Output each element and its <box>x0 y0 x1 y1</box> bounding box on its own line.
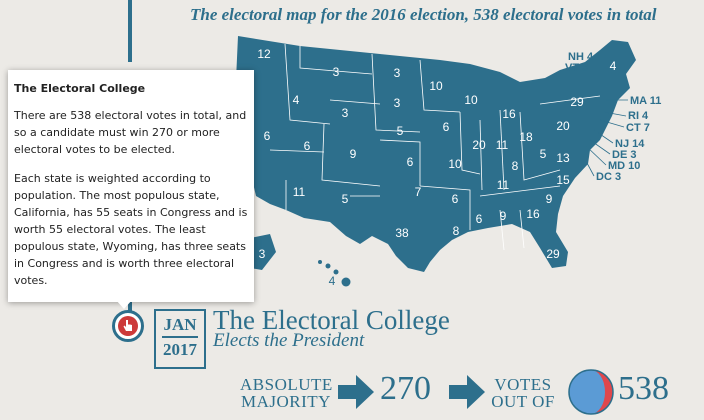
state-label-sc: 9 <box>546 192 553 206</box>
state-label-va: 13 <box>556 151 570 165</box>
absolute-majority-line1: ABSOLUTE <box>240 375 333 394</box>
tooltip-paragraph-2: Each state is weighted according to popu… <box>14 172 248 287</box>
state-label-ne: 5 <box>397 124 404 138</box>
state-label-hi: 4 <box>329 274 336 288</box>
state-label-tx: 38 <box>395 226 409 240</box>
northeast-leader-lines <box>579 99 628 177</box>
state-label-ms: 6 <box>476 212 483 226</box>
state-label-ny: 29 <box>570 95 584 109</box>
label-md: MD 10 <box>608 160 640 172</box>
map-title: The electoral map for the 2016 election,… <box>190 5 657 24</box>
label-de: DE 3 <box>612 149 636 161</box>
state-label-wv: 5 <box>540 147 547 161</box>
state-label-co: 9 <box>350 147 357 161</box>
state-label-oh: 18 <box>519 130 533 144</box>
state-label-ga: 16 <box>526 207 540 221</box>
electoral-college-tooltip: The Electoral College There are 538 elec… <box>8 70 254 302</box>
majority-value: 270 <box>380 370 431 407</box>
state-label-nv: 6 <box>264 129 271 143</box>
state-label-ok: 7 <box>415 185 422 199</box>
state-borders <box>269 43 601 251</box>
state-label-mn: 10 <box>429 79 443 93</box>
state-label-az: 11 <box>293 185 306 199</box>
state-label-id: 4 <box>293 93 300 107</box>
state-label-me: 4 <box>610 59 617 73</box>
state-label-wy: 3 <box>342 106 349 120</box>
state-label-ia: 6 <box>443 120 450 134</box>
label-vt: VT 3 <box>565 62 588 74</box>
state-label-nd: 3 <box>394 66 401 80</box>
hand-pointer-icon <box>118 316 138 336</box>
tooltip-arrow <box>116 300 132 309</box>
state-label-pa: 20 <box>556 119 570 133</box>
votes-line1: VOTES <box>494 375 552 394</box>
state-label-nm: 5 <box>342 192 349 206</box>
arrow-right-icon-2 <box>449 375 485 409</box>
label-ri: RI 4 <box>628 110 649 122</box>
event-year: 2017 <box>163 340 197 359</box>
tooltip-title: The Electoral College <box>14 82 146 95</box>
state-label-il: 20 <box>472 138 486 152</box>
state-label-nc: 15 <box>556 173 570 187</box>
label-nh: NH 4 <box>568 51 594 63</box>
state-label-ak: 3 <box>259 247 266 261</box>
state-label-ut: 6 <box>304 139 311 153</box>
state-label-ks: 6 <box>407 155 414 169</box>
state-label-al: 9 <box>500 209 507 223</box>
state-label-in: 11 <box>496 138 509 152</box>
split-circle-icon <box>568 369 614 415</box>
us-mainland-shape <box>236 36 636 272</box>
state-label-wi: 10 <box>464 93 478 107</box>
event-title: The Electoral College <box>213 305 450 335</box>
state-label-wa: 12 <box>257 47 271 61</box>
event-date: JAN 2017 <box>154 309 206 369</box>
absolute-majority-line2: MAJORITY <box>241 392 331 411</box>
label-nj: NJ 14 <box>615 138 645 150</box>
state-label-tn: 11 <box>497 178 510 192</box>
label-ct: CT 7 <box>626 122 650 134</box>
state-label-mt: 3 <box>333 65 340 79</box>
state-label-mi: 16 <box>502 107 516 121</box>
state-label-la: 8 <box>453 224 460 238</box>
electoral-map: 12 3 3 10 4 3 3 10 16 29 6 6 9 5 6 20 11… <box>236 36 661 288</box>
label-ma: MA 11 <box>630 95 661 107</box>
timeline-marker-button[interactable] <box>112 310 144 342</box>
arrow-right-icon <box>338 375 374 409</box>
timeline-line <box>128 0 132 62</box>
state-label-fl: 29 <box>546 247 560 261</box>
hawaii-shape <box>318 260 351 287</box>
state-label-ky: 8 <box>512 159 519 173</box>
votes-line2: OUT OF <box>491 392 555 411</box>
absolute-majority-label: ABSOLUTE MAJORITY <box>240 376 332 410</box>
alaska-shape <box>250 234 276 270</box>
label-dc: DC 3 <box>596 171 621 183</box>
state-label-ar: 6 <box>452 192 459 206</box>
state-label-sd: 3 <box>394 96 401 110</box>
votes-out-of-label: VOTES OUT OF <box>488 376 558 410</box>
event-month: JAN <box>163 315 197 334</box>
total-votes: 538 <box>618 370 669 407</box>
us-map-svg: 12 3 3 10 4 3 3 10 16 29 6 6 9 5 6 20 11… <box>236 36 661 288</box>
state-label-mo: 10 <box>448 157 462 171</box>
tooltip-paragraph-1: There are 538 electoral votes in total, … <box>14 109 247 156</box>
event-subtitle: Elects the President <box>213 330 365 351</box>
